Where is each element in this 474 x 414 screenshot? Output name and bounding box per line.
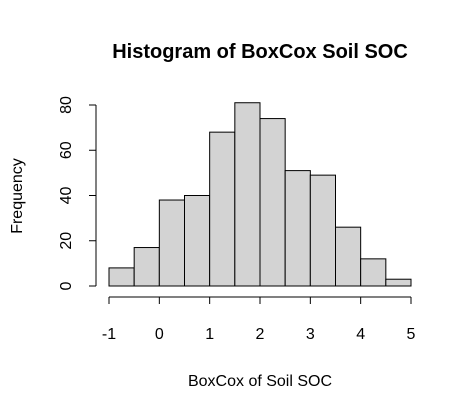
histogram-bar [158,199,185,287]
y-axis-label: Frequency [9,158,26,234]
y-tick-label: 20 [58,232,75,250]
histogram-bar [184,195,211,287]
y-axis: 0 20 40 60 80 [58,96,97,290]
x-tick-label: 4 [356,326,365,343]
histogram-bar [335,226,362,287]
histogram-bar [209,131,236,287]
x-tick-label: 2 [256,326,265,343]
x-tick-label: 0 [155,326,164,343]
histogram-bars [108,102,412,287]
histogram-bar [284,170,311,287]
histogram-bar [309,174,337,287]
histogram-bar [259,118,286,287]
chart-title: Histogram of BoxCox Soil SOC [112,41,408,63]
x-tick-label: 5 [407,326,416,343]
y-tick-label: 0 [58,281,75,290]
histogram-bar [234,102,261,287]
histogram-bar [360,258,387,287]
histogram-bar [385,278,412,287]
x-axis: -1 0 1 2 3 4 5 [102,296,416,343]
x-tick-label: 3 [306,326,315,343]
x-tick-label: -1 [102,326,116,343]
x-axis-label: BoxCox of Soil SOC [188,373,332,390]
y-tick-label: 60 [58,141,75,159]
y-tick-label: 40 [58,187,75,205]
histogram-bar [133,247,160,287]
x-tick-label: 1 [205,326,214,343]
histogram-bar [108,267,135,287]
y-tick-label: 80 [58,96,75,114]
